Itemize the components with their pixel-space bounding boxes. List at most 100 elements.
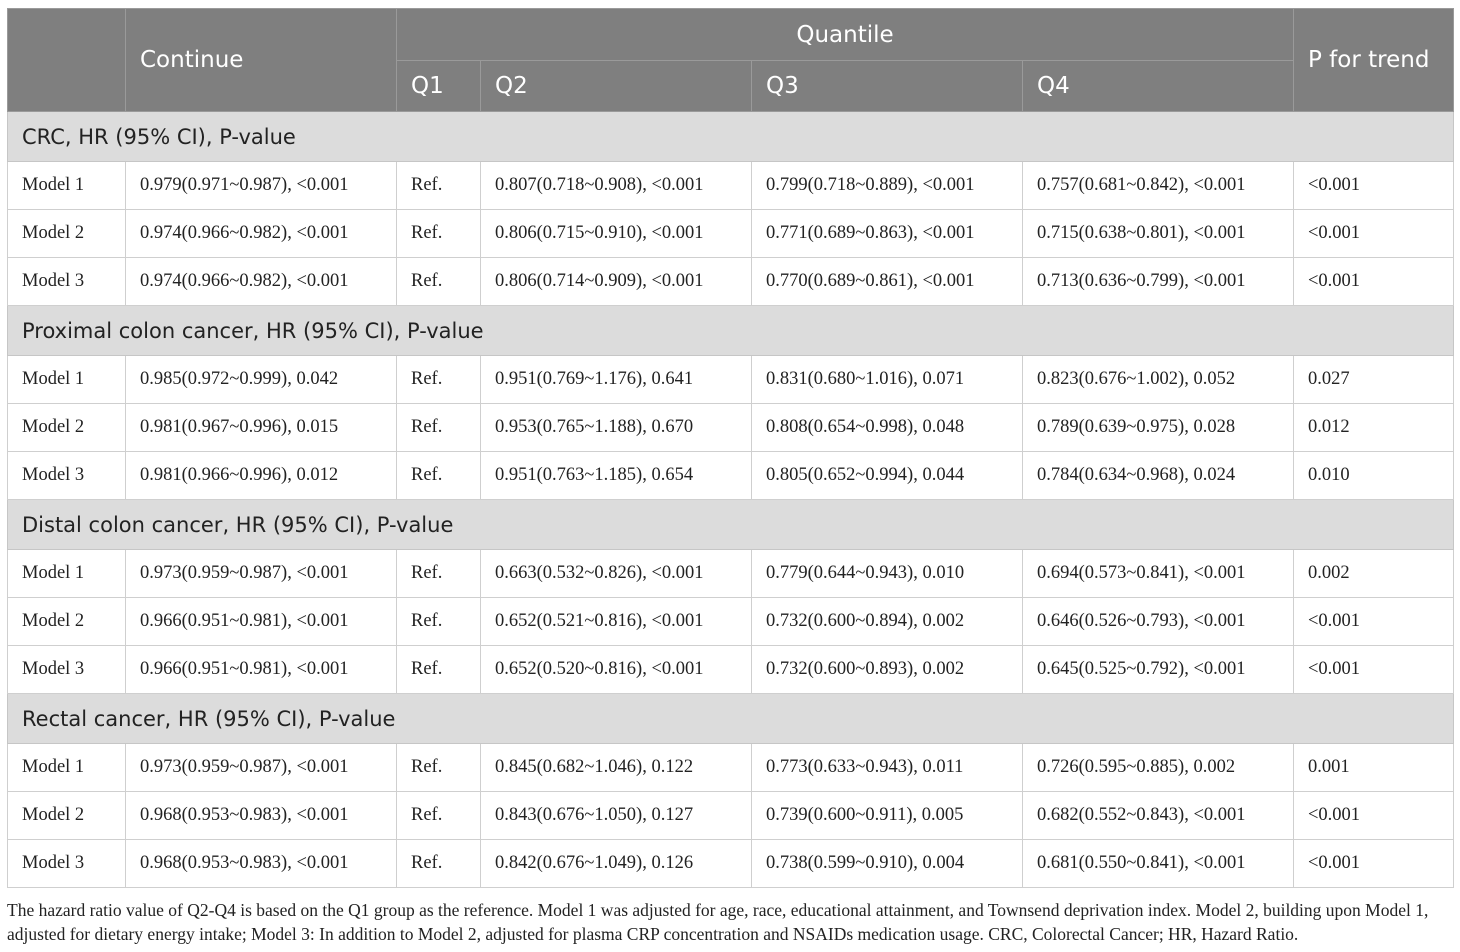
header-p-trend: P for trend	[1293, 8, 1454, 112]
table-cell: 0.771(0.689~0.863), <0.001	[751, 209, 1023, 258]
table-cell: 0.806(0.715~0.910), <0.001	[480, 209, 752, 258]
table-cell: 0.808(0.654~0.998), 0.048	[751, 403, 1023, 452]
table-cell: 0.012	[1293, 403, 1454, 452]
table-cell: <0.001	[1293, 839, 1454, 888]
table-cell: 0.973(0.959~0.987), <0.001	[125, 549, 397, 598]
table-cell: 0.966(0.951~0.981), <0.001	[125, 645, 397, 694]
table-row: Model 1 0.985(0.972~0.999), 0.042 Ref. 0.95…	[7, 355, 1454, 404]
table-cell: <0.001	[1293, 645, 1454, 694]
table-cell: 0.732(0.600~0.893), 0.002	[751, 645, 1023, 694]
table-cell: 0.974(0.966~0.982), <0.001	[125, 209, 397, 258]
table-cell: 0.027	[1293, 355, 1454, 404]
section-title: Distal colon cancer, HR (95% CI), P-valu…	[7, 499, 1454, 550]
header-continue: Continue	[125, 8, 397, 112]
table-row: Model 1 0.973(0.959~0.987), <0.001 Ref. 0.6…	[7, 549, 1454, 598]
table-cell: 0.953(0.765~1.188), 0.670	[480, 403, 752, 452]
table-cell: 0.663(0.532~0.826), <0.001	[480, 549, 752, 598]
section-title: CRC, HR (95% CI), P-value	[7, 111, 1454, 162]
table-cell: 0.645(0.525~0.792), <0.001	[1022, 645, 1294, 694]
table-cell: 0.807(0.718~0.908), <0.001	[480, 161, 752, 210]
table-cell: 0.789(0.639~0.975), 0.028	[1022, 403, 1294, 452]
table-cell: Ref.	[396, 597, 481, 646]
table-cell: 0.773(0.633~0.943), 0.011	[751, 743, 1023, 792]
table-cell: 0.981(0.966~0.996), 0.012	[125, 451, 397, 500]
table-cell: 0.968(0.953~0.983), <0.001	[125, 791, 397, 840]
table-row: Model 3 0.981(0.966~0.996), 0.012 Ref. 0.95…	[7, 451, 1454, 500]
table-cell: 0.823(0.676~1.002), 0.052	[1022, 355, 1294, 404]
table-cell: <0.001	[1293, 597, 1454, 646]
table-row: Model 2 0.981(0.967~0.996), 0.015 Ref. 0.95…	[7, 403, 1454, 452]
table-cell: 0.981(0.967~0.996), 0.015	[125, 403, 397, 452]
table-row: Model 2 0.966(0.951~0.981), <0.001 Ref. 0.6…	[7, 597, 1454, 646]
table-cell: 0.652(0.521~0.816), <0.001	[480, 597, 752, 646]
table-cell: Ref.	[396, 257, 481, 306]
table-cell: Model 2	[7, 403, 126, 452]
table-cell: 0.973(0.959~0.987), <0.001	[125, 743, 397, 792]
table-cell: Model 1	[7, 355, 126, 404]
table-cell: 0.831(0.680~1.016), 0.071	[751, 355, 1023, 404]
table-cell: Ref.	[396, 209, 481, 258]
header-blank	[7, 8, 126, 112]
table-cell: 0.757(0.681~0.842), <0.001	[1022, 161, 1294, 210]
table-cell: 0.682(0.552~0.843), <0.001	[1022, 791, 1294, 840]
table-row: Model 3 0.968(0.953~0.983), <0.001 Ref. 0.8…	[7, 839, 1454, 888]
results-table-container: Continue Quantile P for trend Q1 Q2 Q3 Q…	[7, 8, 1454, 888]
table-cell: Ref.	[396, 161, 481, 210]
table-cell: 0.694(0.573~0.841), <0.001	[1022, 549, 1294, 598]
table-cell: 0.770(0.689~0.861), <0.001	[751, 257, 1023, 306]
table-cell: <0.001	[1293, 161, 1454, 210]
table-cell: 0.681(0.550~0.841), <0.001	[1022, 839, 1294, 888]
table-cell: 0.646(0.526~0.793), <0.001	[1022, 597, 1294, 646]
table-header: Continue Quantile P for trend Q1 Q2 Q3 Q…	[7, 8, 1454, 112]
section-title: Rectal cancer, HR (95% CI), P-value	[7, 693, 1454, 744]
table-row: Model 2 0.974(0.966~0.982), <0.001 Ref. 0.8…	[7, 209, 1454, 258]
table-cell: Ref.	[396, 549, 481, 598]
table-cell: 0.002	[1293, 549, 1454, 598]
header-q3: Q3	[751, 60, 1023, 112]
section-row: CRC, HR (95% CI), P-value	[7, 111, 1454, 162]
header-q4: Q4	[1022, 60, 1294, 112]
table-cell: Model 3	[7, 257, 126, 306]
table-cell: Model 2	[7, 791, 126, 840]
table-cell: 0.739(0.600~0.911), 0.005	[751, 791, 1023, 840]
section-row: Proximal colon cancer, HR (95% CI), P-va…	[7, 305, 1454, 356]
header-q1: Q1	[396, 60, 481, 112]
table-cell: Ref.	[396, 743, 481, 792]
table-cell: Model 1	[7, 743, 126, 792]
table-cell: 0.779(0.644~0.943), 0.010	[751, 549, 1023, 598]
table-row: Model 1 0.973(0.959~0.987), <0.001 Ref. 0.8…	[7, 743, 1454, 792]
table-cell: 0.001	[1293, 743, 1454, 792]
section-row: Rectal cancer, HR (95% CI), P-value	[7, 693, 1454, 744]
hazard-ratio-table: Continue Quantile P for trend Q1 Q2 Q3 Q…	[7, 8, 1454, 888]
table-cell: Model 3	[7, 451, 126, 500]
table-cell: 0.799(0.718~0.889), <0.001	[751, 161, 1023, 210]
table-row: Model 3 0.974(0.966~0.982), <0.001 Ref. 0.8…	[7, 257, 1454, 306]
table-row: Model 1 0.979(0.971~0.987), <0.001 Ref. 0.8…	[7, 161, 1454, 210]
table-row: Model 3 0.966(0.951~0.981), <0.001 Ref. 0.6…	[7, 645, 1454, 694]
header-quantile: Quantile	[396, 8, 1294, 61]
table-cell: <0.001	[1293, 791, 1454, 840]
table-cell: <0.001	[1293, 257, 1454, 306]
table-cell: 0.805(0.652~0.994), 0.044	[751, 451, 1023, 500]
section-title: Proximal colon cancer, HR (95% CI), P-va…	[7, 305, 1454, 356]
table-cell: Model 3	[7, 839, 126, 888]
table-cell: 0.845(0.682~1.046), 0.122	[480, 743, 752, 792]
table-cell: <0.001	[1293, 209, 1454, 258]
table-cell: 0.715(0.638~0.801), <0.001	[1022, 209, 1294, 258]
table-cell: Ref.	[396, 791, 481, 840]
table-row: Model 2 0.968(0.953~0.983), <0.001 Ref. 0.8…	[7, 791, 1454, 840]
table-cell: 0.842(0.676~1.049), 0.126	[480, 839, 752, 888]
table-cell: 0.968(0.953~0.983), <0.001	[125, 839, 397, 888]
table-cell: Model 2	[7, 597, 126, 646]
table-cell: Ref.	[396, 451, 481, 500]
table-cell: 0.726(0.595~0.885), 0.002	[1022, 743, 1294, 792]
table-cell: Ref.	[396, 645, 481, 694]
section-row: Distal colon cancer, HR (95% CI), P-valu…	[7, 499, 1454, 550]
table-cell: 0.738(0.599~0.910), 0.004	[751, 839, 1023, 888]
table-cell: Model 1	[7, 161, 126, 210]
table-cell: Model 2	[7, 209, 126, 258]
table-cell: Ref.	[396, 355, 481, 404]
header-q2: Q2	[480, 60, 752, 112]
table-cell: 0.806(0.714~0.909), <0.001	[480, 257, 752, 306]
table-cell: 0.966(0.951~0.981), <0.001	[125, 597, 397, 646]
